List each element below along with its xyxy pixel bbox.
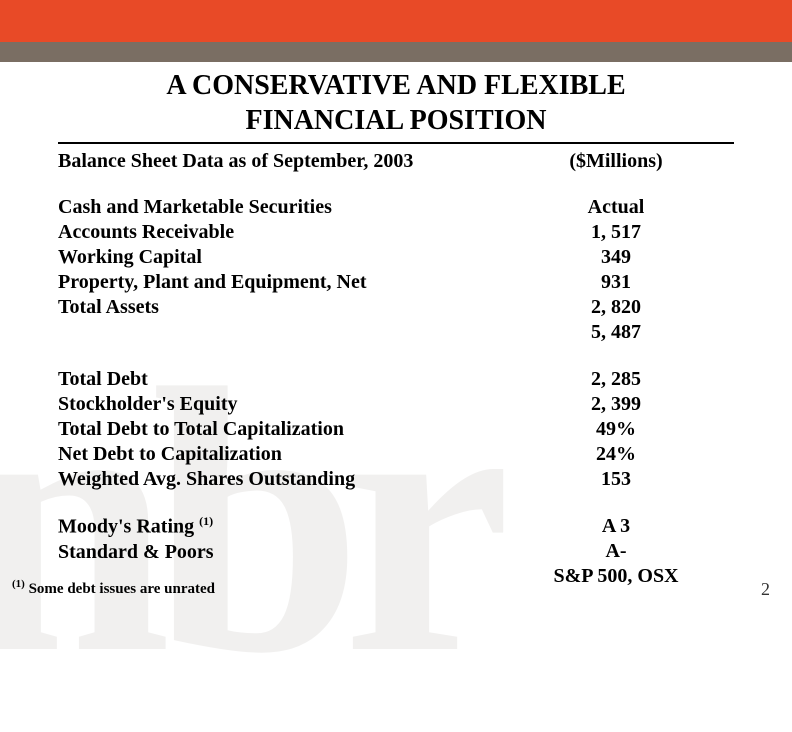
footnote-text: Some debt issues are unrated: [25, 581, 215, 597]
row-value: 49%: [488, 417, 744, 442]
footnote: (1) Some debt issues are unrated: [12, 578, 215, 598]
row-label: Standard & Poors: [58, 540, 488, 565]
title-line-2: FINANCIAL POSITION: [48, 103, 744, 138]
row-label: Moody's Rating (1): [58, 514, 488, 540]
section-2: Total Debt Stockholder's Equity Total De…: [48, 367, 744, 492]
row-label: Total Assets: [58, 295, 488, 320]
section-1-labels: Cash and Marketable Securities Accounts …: [48, 195, 488, 345]
value-heading: Actual: [488, 195, 744, 220]
row-value: 153: [488, 467, 744, 492]
label-text: Moody's Rating: [58, 516, 194, 538]
row-label: Accounts Receivable: [58, 220, 488, 245]
header-left: Balance Sheet Data as of September, 2003: [48, 150, 488, 173]
section-3-values: A 3 A- S&P 500, OSX: [488, 514, 744, 589]
row-value: 2, 820: [488, 295, 744, 320]
row-value: 931: [488, 270, 744, 295]
section-2-labels: Total Debt Stockholder's Equity Total De…: [48, 367, 488, 492]
row-value: 349: [488, 245, 744, 270]
row-value: 24%: [488, 442, 744, 467]
row-label: Total Debt to Total Capitalization: [58, 417, 488, 442]
title-underline: [58, 142, 734, 144]
row-value: S&P 500, OSX: [488, 564, 744, 589]
row-label: Working Capital: [58, 245, 488, 270]
section-2-values: 2, 285 2, 399 49% 24% 153: [488, 367, 744, 492]
row-label: Net Debt to Capitalization: [58, 442, 488, 467]
row-label: Total Debt: [58, 367, 488, 392]
row-value: A 3: [488, 514, 744, 539]
slide-title: A CONSERVATIVE AND FLEXIBLE FINANCIAL PO…: [48, 68, 744, 138]
row-label: Stockholder's Equity: [58, 392, 488, 417]
row-label: Property, Plant and Equipment, Net: [58, 270, 488, 295]
row-label: Cash and Marketable Securities: [58, 195, 488, 220]
footnote-ref: (1): [199, 514, 213, 528]
row-value: 5, 487: [488, 320, 744, 345]
top-color-bar: [0, 0, 792, 42]
slide-content: A CONSERVATIVE AND FLEXIBLE FINANCIAL PO…: [0, 68, 792, 589]
header-right: ($Millions): [488, 150, 744, 173]
row-value: 1, 517: [488, 220, 744, 245]
page-number: 2: [761, 579, 770, 600]
row-value: 2, 285: [488, 367, 744, 392]
row-value: A-: [488, 539, 744, 564]
section-1-values: Actual 1, 517 349 931 2, 820 5, 487: [488, 195, 744, 345]
section-1: Cash and Marketable Securities Accounts …: [48, 195, 744, 345]
row-value: 2, 399: [488, 392, 744, 417]
footnote-marker: (1): [12, 578, 25, 590]
header-row: Balance Sheet Data as of September, 2003…: [48, 150, 744, 173]
title-line-1: A CONSERVATIVE AND FLEXIBLE: [48, 68, 744, 103]
sub-color-bar: [0, 42, 792, 62]
row-label: Weighted Avg. Shares Outstanding: [58, 467, 488, 492]
